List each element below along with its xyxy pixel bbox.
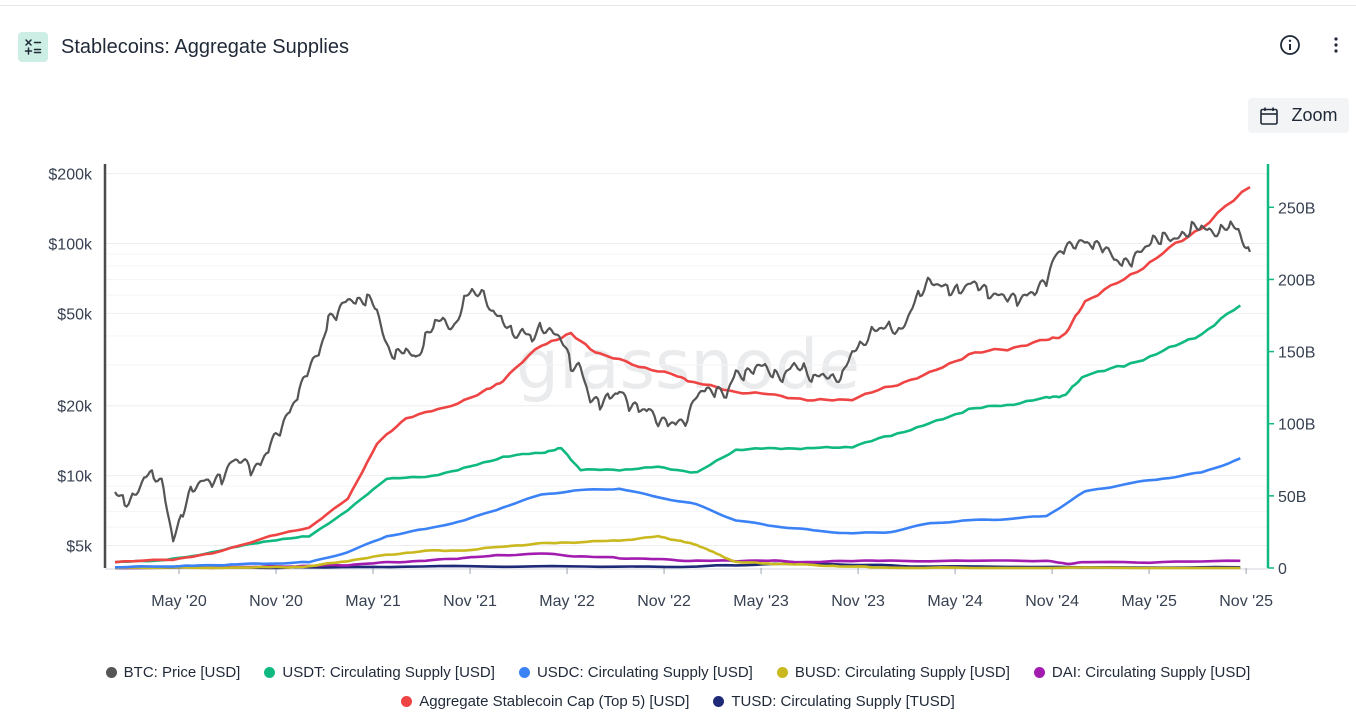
zoom-button[interactable]: Zoom [1248, 98, 1349, 133]
legend-label: Aggregate Stablecoin Cap (Top 5) [USD] [419, 692, 690, 710]
y-left-tick-label: $20k [57, 399, 93, 416]
legend-label: DAI: Circulating Supply [USD] [1051, 663, 1251, 681]
legend-item[interactable]: BTC: Price [USD] [105, 663, 241, 681]
legend-item[interactable]: DAI: Circulating Supply [USD] [1033, 663, 1251, 681]
chart-title: Stablecoins: Aggregate Supplies [61, 35, 349, 58]
watermark: glassnode [516, 326, 860, 405]
y-right-tick-label: 0 [1278, 561, 1287, 578]
legend-label: USDC: Circulating Supply [USD] [536, 663, 753, 681]
series-line-busd [114, 534, 1241, 570]
legend-label: USDT: Circulating Supply [USD] [282, 663, 495, 681]
legend-row: BTC: Price [USD] USDT: Circulating Supply… [0, 659, 1356, 685]
x-tick-label: Nov '21 [443, 593, 497, 610]
x-tick-label: May '22 [539, 593, 595, 610]
y-right-tick-label: 250B [1278, 200, 1315, 217]
legend-dot [264, 666, 276, 678]
series-line-usdt [114, 304, 1242, 564]
x-tick-label: Nov '24 [1025, 593, 1079, 610]
y-left-tick-label: $10k [57, 469, 93, 486]
legend-item[interactable]: USDC: Circulating Supply [USD] [518, 663, 753, 681]
y-left-tick-label: $50k [57, 306, 93, 323]
y-left-tick-label: $200k [48, 167, 93, 184]
legend-dot [776, 666, 788, 678]
y-right-tick-label: 100B [1278, 417, 1315, 434]
calendar-icon [1260, 107, 1279, 125]
chart-plot: glassnode $5k $10k $20k $50k $100k $200k 0 50B 1… [48, 164, 1315, 610]
legend-item[interactable]: Aggregate Stablecoin Cap (Top 5) [USD] [401, 693, 689, 710]
x-tick-label: May '24 [927, 593, 983, 610]
legend-dot [105, 666, 117, 678]
more-vertical-icon[interactable] [1324, 33, 1348, 57]
legend-dot [518, 666, 530, 678]
legend-item[interactable]: TUSD: Circulating Supply [TUSD] [713, 692, 955, 710]
y-left-tick-label: $5k [66, 539, 93, 556]
series-line-aggregate [114, 185, 1251, 564]
x-tick-label: Nov '23 [831, 593, 885, 610]
series-line-btc [114, 220, 1252, 543]
x-tick-label: Nov '22 [637, 593, 691, 610]
legend-item[interactable]: BUSD: Circulating Supply [USD] [776, 663, 1010, 681]
y-right-tick-label: 150B [1278, 345, 1315, 362]
legend: BTC: Price [USD] USDT: Circulating Supply… [0, 659, 1356, 717]
legend-dot [713, 695, 725, 707]
x-tick-label: May '25 [1121, 593, 1177, 610]
legend-dot [1033, 666, 1045, 678]
calculator-icon [18, 32, 48, 62]
chart-header: Stablecoins: Aggregate Supplies [18, 32, 349, 62]
x-tick-label: May '23 [733, 593, 789, 610]
x-tick-label: May '21 [345, 593, 401, 610]
legend-item[interactable]: USDT: Circulating Supply [USD] [264, 664, 495, 681]
y-right-tick-label: 50B [1278, 489, 1306, 506]
x-tick-label: Nov '20 [249, 593, 303, 610]
y-left-tick-label: $100k [48, 236, 93, 253]
legend-label: BTC: Price [USD] [123, 663, 241, 681]
top-divider [0, 5, 1356, 6]
x-tick-label: Nov '25 [1219, 593, 1273, 610]
series-line-dai [115, 552, 1241, 570]
info-icon[interactable] [1278, 33, 1302, 57]
series-line-usdc [115, 457, 1241, 569]
legend-label: TUSD: Circulating Supply [TUSD] [731, 692, 955, 710]
legend-row: Aggregate Stablecoin Cap (Top 5) [USD] TU… [0, 688, 1356, 714]
x-tick-label: May '20 [151, 593, 207, 610]
y-right-tick-label: 200B [1278, 272, 1315, 289]
header-actions [1278, 33, 1348, 57]
zoom-label: Zoom [1291, 105, 1338, 125]
legend-dot [401, 695, 413, 707]
legend-label: BUSD: Circulating Supply [USD] [794, 663, 1010, 681]
